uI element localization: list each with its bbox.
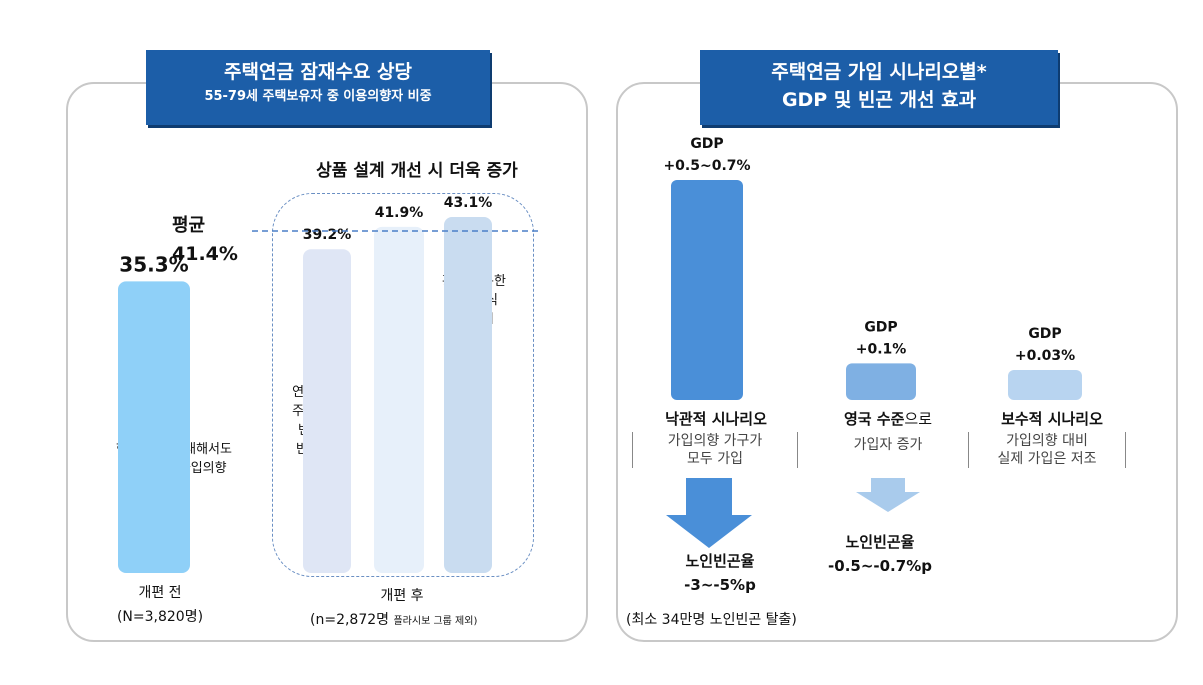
left-bar-value-4: 43.1% xyxy=(444,195,493,211)
scenario-2-name-group: 영국 수준으로 xyxy=(808,408,968,429)
scenario-1-name: 낙관적 시나리오 xyxy=(665,410,767,428)
scenario-1-note-line1: 가입의향 가구가 xyxy=(667,433,763,449)
average-label: 평균 xyxy=(172,215,206,236)
right-bar-gdp-value-1: +0.5~0.7% xyxy=(663,158,750,174)
before-axis-n: (N=3,820명) xyxy=(116,609,204,625)
left-bar-1 xyxy=(118,281,190,573)
right-bar-gdp-label-2: GDP xyxy=(864,319,897,335)
poverty-2-value: -0.5~-0.7%p xyxy=(828,557,932,575)
right-bar-gdp-value-2: +0.1% xyxy=(856,341,907,357)
poverty-arrow-1 xyxy=(666,478,752,548)
design-heading: 상품 설계 개선 시 더욱 증가 xyxy=(316,161,518,181)
scenario-3-note: 가입의향 대비 실제 가입은 저조 xyxy=(968,432,1126,468)
scenario-2-name: 영국 수준 xyxy=(843,410,905,428)
left-banner-title: 주택연금 잠재수요 상당 xyxy=(223,61,413,83)
left-bar-value-3: 41.9% xyxy=(375,205,424,221)
right-bar-gdp-label-1: GDP xyxy=(690,136,723,152)
poverty-1-extra: (최소 34만명 노인빈곤 탈출) xyxy=(626,612,797,628)
after-group-outline xyxy=(272,193,534,577)
right-banner-line2: GDP 및 빈곤 개선 효과 xyxy=(781,89,977,111)
after-axis-n: (n=2,872명 xyxy=(310,612,390,628)
scenario-3-note-line1: 가입의향 대비 xyxy=(1006,433,1088,449)
left-banner: 주택연금 잠재수요 상당 55-79세 주택보유자 중 이용의향자 비중 xyxy=(146,50,490,125)
scenario-1-note: 가입의향 가구가 모두 가입 xyxy=(632,432,798,468)
right-banner: 주택연금 가입 시나리오별* GDP 및 빈곤 개선 효과 xyxy=(700,50,1058,125)
poverty-1-label: 노인빈곤율 xyxy=(685,552,755,570)
right-bar-gdp-label-3: GDP xyxy=(1028,326,1061,342)
right-bar-2 xyxy=(846,363,916,400)
scenario-3-name: 보수적 시나리오 xyxy=(1001,410,1103,428)
scenario-3-note-line2: 실제 가입은 저조 xyxy=(997,451,1097,467)
average-value: 41.4% xyxy=(172,243,238,265)
left-banner-subtitle: 55-79세 주택보유자 중 이용의향자 비중 xyxy=(204,89,432,104)
scenario-2-note: 가입자 증가 xyxy=(853,437,923,453)
left-bar-value-2: 39.2% xyxy=(303,227,352,243)
left-bar-2 xyxy=(303,249,351,573)
poverty-2-label: 노인빈곤율 xyxy=(845,533,915,551)
after-axis-label: 개편 후 xyxy=(380,588,424,604)
before-axis-label: 개편 전 xyxy=(138,585,182,601)
left-bar-3 xyxy=(374,226,424,573)
right-banner-line1: 주택연금 가입 시나리오별* xyxy=(771,61,987,83)
poverty-arrow-2 xyxy=(856,478,920,512)
left-bar-4 xyxy=(444,216,492,573)
scenario-1-note-line2: 모두 가입 xyxy=(687,451,743,467)
left-bar-value-1: 35.3% xyxy=(119,252,188,276)
scenario-2-name-suffix: 으로 xyxy=(904,410,933,428)
poverty-1-value: -3~-5%p xyxy=(684,576,756,594)
right-bar-1 xyxy=(671,180,743,400)
after-axis-n-group: (n=2,872명 플라시보 그룹 제외) xyxy=(310,609,542,629)
after-axis-note: 플라시보 그룹 제외) xyxy=(393,616,478,627)
right-bar-gdp-value-3: +0.03% xyxy=(1015,348,1075,364)
right-bar-3 xyxy=(1008,370,1082,400)
